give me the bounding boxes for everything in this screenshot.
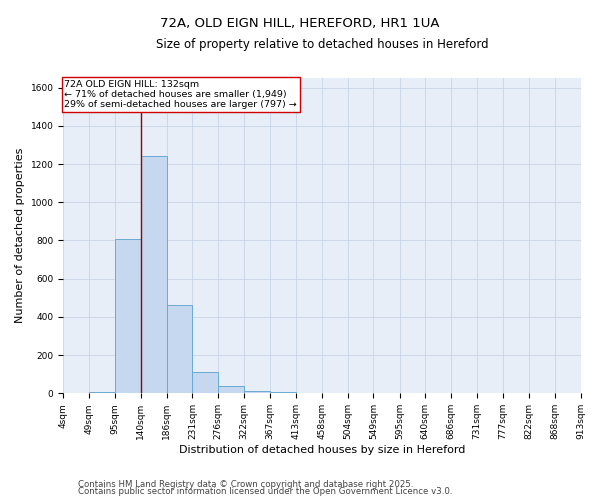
Bar — [218, 386, 244, 394]
Bar — [193, 372, 218, 394]
Bar — [167, 306, 193, 394]
Bar — [89, 392, 115, 394]
Text: 72A OLD EIGN HILL: 132sqm
← 71% of detached houses are smaller (1,949)
29% of se: 72A OLD EIGN HILL: 132sqm ← 71% of detac… — [64, 80, 297, 110]
Title: Size of property relative to detached houses in Hereford: Size of property relative to detached ho… — [155, 38, 488, 51]
Text: Contains HM Land Registry data © Crown copyright and database right 2025.: Contains HM Land Registry data © Crown c… — [78, 480, 413, 489]
Bar — [270, 392, 296, 394]
Bar — [244, 391, 270, 394]
Bar — [140, 156, 167, 394]
Text: Contains public sector information licensed under the Open Government Licence v3: Contains public sector information licen… — [78, 488, 452, 496]
Y-axis label: Number of detached properties: Number of detached properties — [15, 148, 25, 324]
Bar — [115, 238, 140, 394]
Text: 72A, OLD EIGN HILL, HEREFORD, HR1 1UA: 72A, OLD EIGN HILL, HEREFORD, HR1 1UA — [160, 18, 440, 30]
X-axis label: Distribution of detached houses by size in Hereford: Distribution of detached houses by size … — [179, 445, 465, 455]
